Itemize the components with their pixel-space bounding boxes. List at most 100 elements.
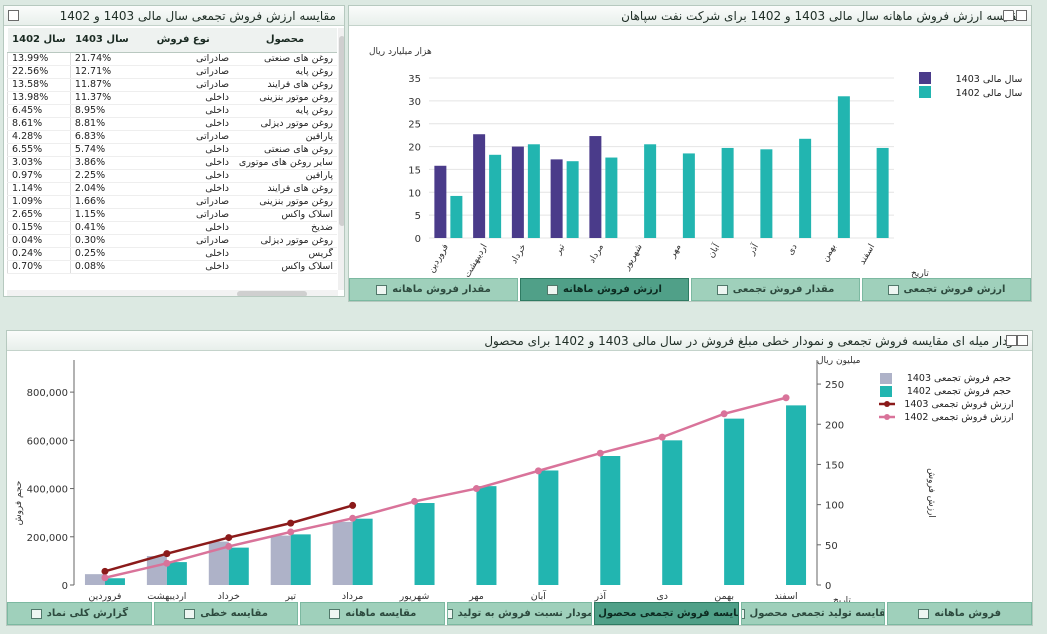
tab-label: مقایسه تولید تجمعی محصول xyxy=(749,608,886,619)
table-icon xyxy=(329,608,341,619)
bar xyxy=(721,147,734,238)
tab-monthly-1[interactable]: ارزش فروش ماهانه xyxy=(520,278,689,301)
tab-label: مقایسه ماهانه xyxy=(345,608,417,619)
tab-cumulative-4[interactable]: مقایسه فروش تجمعی محصول xyxy=(593,602,739,625)
monthly-sales-chart-panel: مقایسه ارزش فروش ماهانه سال مالی 1403 و … xyxy=(348,5,1032,302)
table-icon xyxy=(448,608,453,619)
sale-type-cell: صادراتی xyxy=(133,52,234,66)
x-tick-label: شهریور xyxy=(399,591,430,602)
value-1403-cell: 21.74% xyxy=(69,52,134,66)
bar xyxy=(724,418,745,585)
table-row[interactable]: روغن های صنعتی صادراتی 21.74% 13.99% xyxy=(7,52,337,66)
y2-tick-label: 0 xyxy=(825,581,831,592)
value-1402-cell: 13.58% xyxy=(7,78,71,92)
table-row[interactable]: روغن موتور بنزینی صادراتی 1.66% 1.09% xyxy=(7,195,337,209)
tab-cumulative-6[interactable]: فروش ماهانه xyxy=(887,602,1032,625)
export-icon[interactable] xyxy=(1003,10,1014,21)
table-row[interactable]: روغن موتور بنزینی داخلی 11.37% 13.98% xyxy=(7,91,337,105)
x-axis-label: تاریخ xyxy=(833,596,851,603)
scrollbar-thumb[interactable] xyxy=(339,36,344,226)
table-row[interactable]: اسلاک واکس داخلی 0.08% 0.70% xyxy=(7,260,337,274)
tab-label: مقایسه خطی xyxy=(200,608,268,619)
tab-monthly-2[interactable]: مقدار فروش تجمعی xyxy=(691,278,860,301)
product-cell: روغن موتور بنزینی xyxy=(233,195,337,209)
table-row[interactable]: روغن های فرایند صادراتی 11.87% 13.58% xyxy=(7,78,337,92)
table-row[interactable]: پارافین صادراتی 6.83% 4.28% xyxy=(7,130,337,144)
chart-tab-bar: گزارش کلی نماد مقایسه خطی مقایسه ماهانه نمو… xyxy=(7,602,1032,625)
horizontal-scrollbar[interactable] xyxy=(7,290,338,296)
tab-cumulative-1[interactable]: مقایسه خطی xyxy=(153,602,299,625)
maximize-icon[interactable] xyxy=(1016,10,1027,21)
y2-tick-label: 250 xyxy=(825,380,844,391)
line-chart-icon xyxy=(716,284,728,295)
x-tick-label: آبان xyxy=(531,589,547,602)
tab-cumulative-3[interactable]: نمودار نسبت فروش به تولید xyxy=(447,602,592,625)
table-row[interactable]: گریس داخلی 0.25% 0.24% xyxy=(7,247,337,261)
sale-type-cell: داخلی xyxy=(133,156,234,170)
bar xyxy=(760,149,773,238)
bar xyxy=(566,161,579,238)
legend-swatch xyxy=(880,373,892,384)
table-row[interactable]: ضدیخ داخلی 0.41% 0.15% xyxy=(7,221,337,235)
tab-cumulative-5[interactable]: مقایسه تولید تجمعی محصول xyxy=(740,602,886,625)
line-point xyxy=(287,528,295,536)
line-chart-icon xyxy=(887,284,899,295)
legend-label: ارزش فروش تجمعی 1403 xyxy=(904,399,1013,410)
line-point xyxy=(720,410,728,418)
x-tick-label: بهمن xyxy=(714,591,734,602)
sale-type-cell: صادراتی xyxy=(133,208,234,222)
vertical-scrollbar[interactable] xyxy=(338,28,344,290)
x-tick-label: آذر xyxy=(745,241,762,258)
table-icon xyxy=(918,608,930,619)
tab-monthly-3[interactable]: ارزش فروش تجمعی xyxy=(862,278,1031,301)
y-tick-label: 800,000 xyxy=(27,388,68,399)
product-cell: ضدیخ xyxy=(233,221,337,235)
product-cell: روغن موتور دیزلی xyxy=(233,234,337,248)
bar xyxy=(837,96,850,239)
data-grid[interactable]: محصول نوع فروش سال 1403 سال 1402 روغن ها… xyxy=(7,28,342,290)
value-1402-cell: 6.55% xyxy=(7,143,71,157)
maximize-icon[interactable] xyxy=(8,10,19,21)
table-row[interactable]: روغن پایه داخلی 8.95% 6.45% xyxy=(7,104,337,118)
tab-label: مقدار فروش تجمعی xyxy=(732,284,835,295)
col-header-1402[interactable]: سال 1402 xyxy=(7,28,71,53)
line-point xyxy=(101,567,109,575)
table-row[interactable]: روغن موتور دیزلی داخلی 8.81% 8.61% xyxy=(7,117,337,131)
value-1403-cell: 1.66% xyxy=(69,195,134,209)
x-tick-label: تیر xyxy=(284,591,296,602)
tab-monthly-0[interactable]: مقدار فروش ماهانه xyxy=(349,278,518,301)
bar xyxy=(527,144,540,238)
table-row[interactable]: روغن پایه صادراتی 12.71% 22.56% xyxy=(7,65,337,79)
tab-cumulative-2[interactable]: مقایسه ماهانه xyxy=(300,602,446,625)
col-header-product[interactable]: محصول xyxy=(233,28,337,53)
line-point xyxy=(287,519,295,527)
table-row[interactable]: روغن های فرایند داخلی 2.04% 1.14% xyxy=(7,182,337,196)
maximize-icon[interactable] xyxy=(1017,335,1028,346)
bar xyxy=(589,136,602,238)
product-cell: پارافین xyxy=(233,130,337,144)
legend-swatch xyxy=(919,72,931,84)
table-row[interactable]: پارافین داخلی 2.25% 0.97% xyxy=(7,169,337,183)
sale-type-cell: صادراتی xyxy=(133,65,234,79)
y2-unit-label: میلیون ریال xyxy=(817,356,861,366)
bar xyxy=(414,503,435,585)
product-cell: روغن موتور بنزینی xyxy=(233,91,337,105)
table-row[interactable]: روغن موتور دیزلی صادراتی 0.30% 0.04% xyxy=(7,234,337,248)
product-cell: روغن های فرایند xyxy=(233,182,337,196)
scrollbar-thumb[interactable] xyxy=(237,291,307,296)
table-row[interactable]: اسلاک واکس صادراتی 1.15% 2.65% xyxy=(7,208,337,222)
value-1402-cell: 13.98% xyxy=(7,91,71,105)
bar xyxy=(270,535,291,585)
col-header-sale-type[interactable]: نوع فروش xyxy=(133,28,234,53)
product-cell: اسلاک واکس xyxy=(233,260,337,274)
table-row[interactable]: روغن های صنعتی داخلی 5.74% 6.55% xyxy=(7,143,337,157)
value-1403-cell: 1.15% xyxy=(69,208,134,222)
col-header-1403[interactable]: سال 1403 xyxy=(70,28,134,53)
export-icon[interactable] xyxy=(1006,335,1017,346)
tab-cumulative-0[interactable]: گزارش کلی نماد xyxy=(7,602,152,625)
table-row[interactable]: سایر روغن های موتوری داخلی 3.86% 3.03% xyxy=(7,156,337,170)
sale-type-cell: صادراتی xyxy=(133,234,234,248)
value-1402-cell: 0.04% xyxy=(7,234,71,248)
value-1402-cell: 1.09% xyxy=(7,195,71,209)
bar xyxy=(228,547,249,585)
